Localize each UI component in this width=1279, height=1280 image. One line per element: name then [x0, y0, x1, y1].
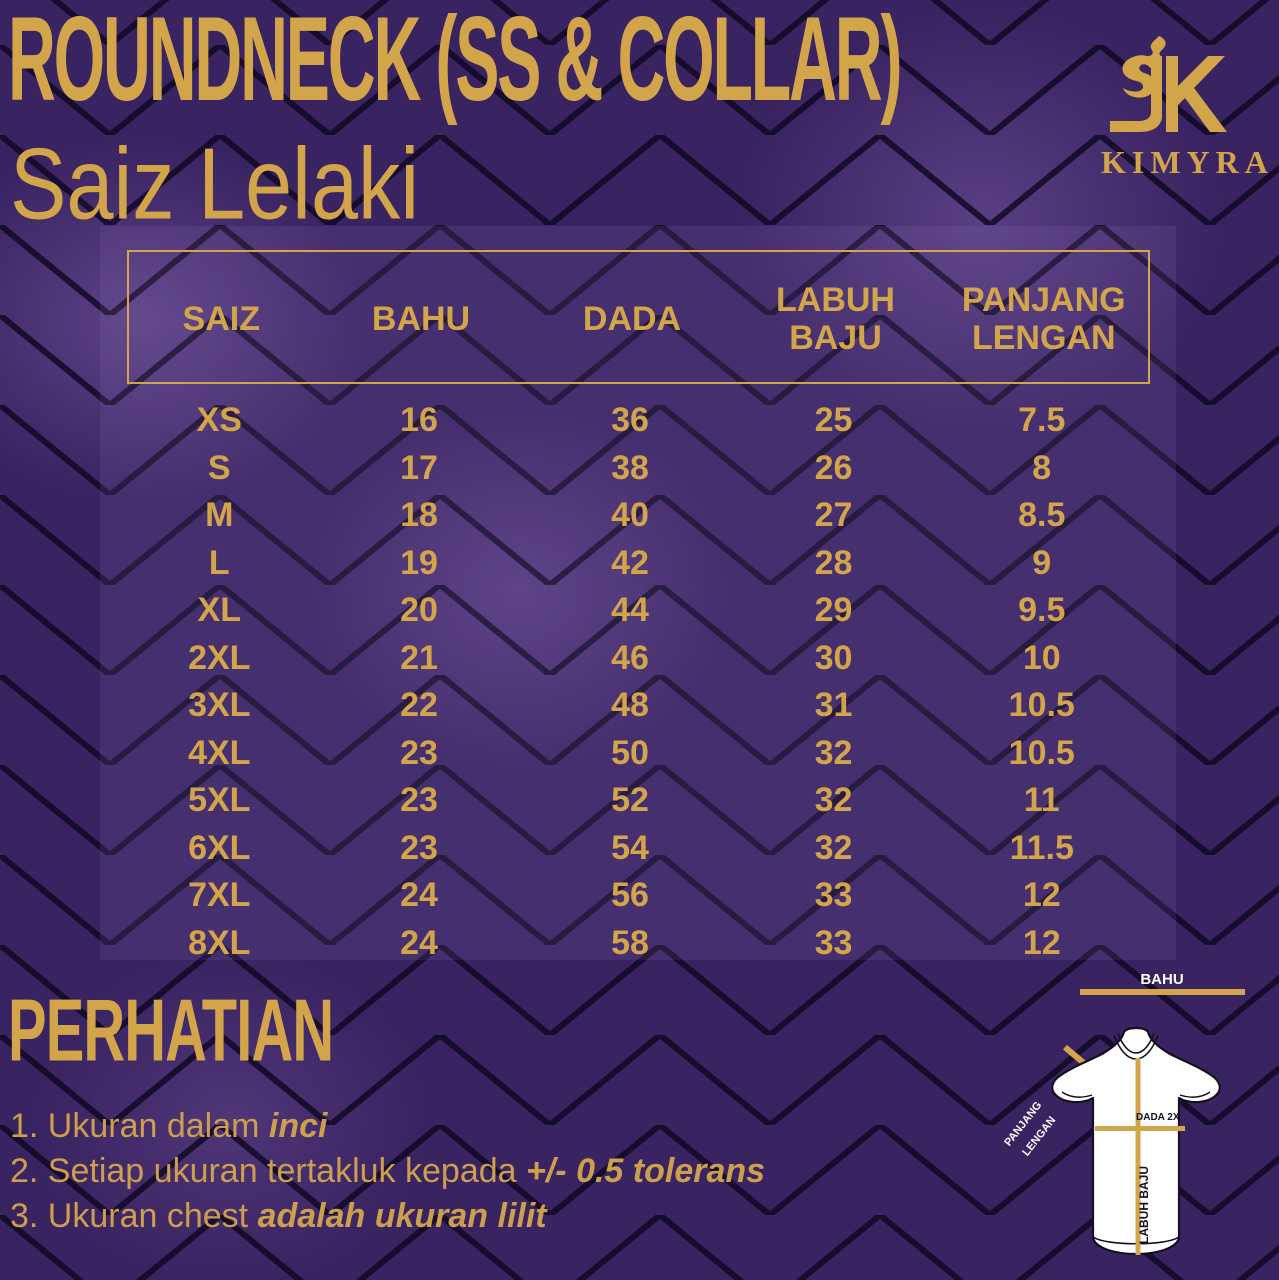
svg-text:DADA 2X: DADA 2X — [1136, 1112, 1180, 1123]
svg-text:BAHU: BAHU — [1140, 971, 1183, 988]
svg-text:LABUH BAJU: LABUH BAJU — [1137, 1166, 1151, 1244]
